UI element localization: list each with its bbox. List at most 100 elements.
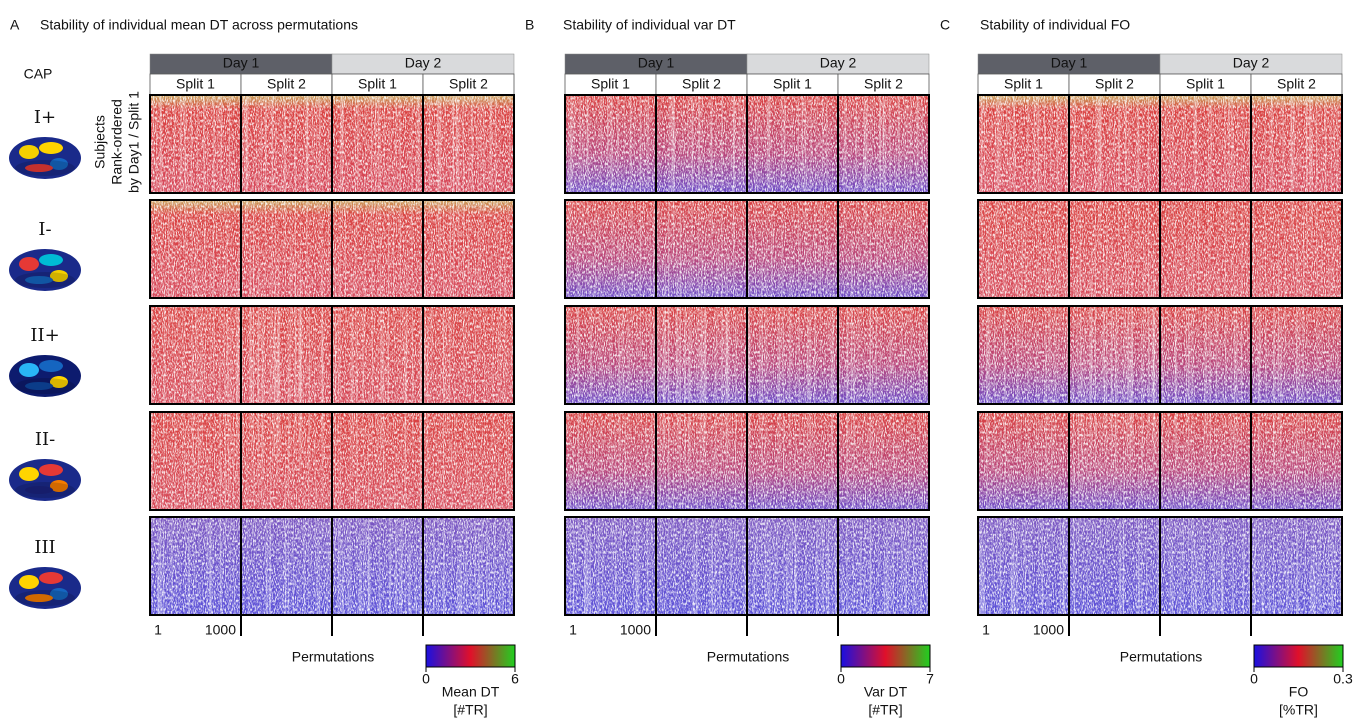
heatmap-row [564,516,930,616]
split-label: Split 1 [358,76,397,92]
row-border [149,94,515,194]
blob [39,464,63,476]
split-label: Split 1 [773,76,812,92]
blob [19,467,39,481]
split-label: Split 2 [449,76,488,92]
brain-icon [9,567,81,609]
y-axis-label: Rank-ordered [109,99,125,185]
blob [50,158,68,170]
row-border [977,199,1343,299]
cap-label: II- [35,429,55,450]
cap-label: I- [38,219,51,240]
heatmap-row [149,94,515,194]
blob [25,594,53,602]
cap-label: III [34,537,55,558]
day-label: Day 1 [638,55,675,71]
day-label: Day 1 [1051,55,1088,71]
brain-icon [9,137,81,179]
blob [19,363,39,377]
blob [39,142,63,154]
colorbar [425,644,516,668]
row-border [564,305,930,405]
brain-shade [15,378,75,394]
blob [39,572,63,584]
row-border [977,411,1343,511]
row-border [149,305,515,405]
day-label: Day 1 [223,55,260,71]
heatmap-row [977,411,1343,511]
brain-icon [9,249,81,291]
colorbar-label: [#TR] [868,702,902,718]
colorbar-label: FO [1289,684,1309,700]
split-label: Split 2 [682,76,721,92]
row-border [564,199,930,299]
split-label: Split 2 [1277,76,1316,92]
split-label: Split 1 [176,76,215,92]
row-border [149,199,515,299]
colorbar-tick-label: 0 [422,671,430,687]
panel-title: Stability of individual var DT [563,17,736,33]
row-border [977,94,1343,194]
cap-label: I+ [34,107,56,128]
blob [19,145,39,159]
heatmap-row [977,94,1343,194]
y-axis-label: by Day1 / Split 1 [126,91,142,193]
colorbar-tick-label: 0 [837,671,845,687]
split-label: Split 1 [1186,76,1225,92]
x-tick-label: 1 [569,622,577,638]
x-tick-label: 1 [154,622,162,638]
brain-shade [15,160,75,176]
split-label: Split 1 [1004,76,1043,92]
blob [19,257,39,271]
panel-letter: B [525,17,534,33]
colorbar-tick-label: 0 [1250,671,1258,687]
heatmap-row [977,199,1343,299]
heatmap-row [149,305,515,405]
heatmap-row [564,305,930,405]
colorbar-label: [%TR] [1279,702,1318,718]
colorbar [1253,644,1344,668]
colorbar-tick-label: 0.3 [1333,671,1353,687]
cap-label: II+ [30,325,59,346]
y-axis-label: Subjects [92,115,108,169]
x-axis-label: Permutations [1120,649,1202,665]
colorbar-tick-label: 6 [511,671,519,687]
brain-shade [15,590,75,606]
panel-letter: C [940,17,950,33]
heatmap-row [564,199,930,299]
blob [39,360,63,372]
day-label: Day 2 [405,55,442,71]
blob [50,480,68,492]
brain-shade [15,482,75,498]
day-label: Day 2 [820,55,857,71]
heatmap-row [149,199,515,299]
panel-title: Stability of individual FO [980,17,1130,33]
panel-title: Stability of individual mean DT across p… [40,17,358,33]
row-border [564,411,930,511]
x-tick-label: 1000 [1033,622,1064,638]
heatmap-row [977,305,1343,405]
split-label: Split 2 [864,76,903,92]
heatmap-row [977,516,1343,616]
blob [25,164,53,172]
split-label: Split 2 [267,76,306,92]
day-label: Day 2 [1233,55,1270,71]
split-label: Split 2 [1095,76,1134,92]
blob [19,575,39,589]
brain-icon [9,355,81,397]
blob [25,486,53,494]
colorbar-tick-label: 7 [926,671,934,687]
x-axis-label: Permutations [292,649,374,665]
blob [50,270,68,282]
blob [25,276,53,284]
cap-header: CAP [24,66,53,82]
row-border [977,305,1343,405]
brain-shade [15,272,75,288]
panel-letter: A [10,17,20,33]
brain-icon [9,459,81,501]
heatmap-row [564,94,930,194]
colorbar [840,644,931,668]
heatmap-row [564,411,930,511]
colorbar-label: [#TR] [453,702,487,718]
